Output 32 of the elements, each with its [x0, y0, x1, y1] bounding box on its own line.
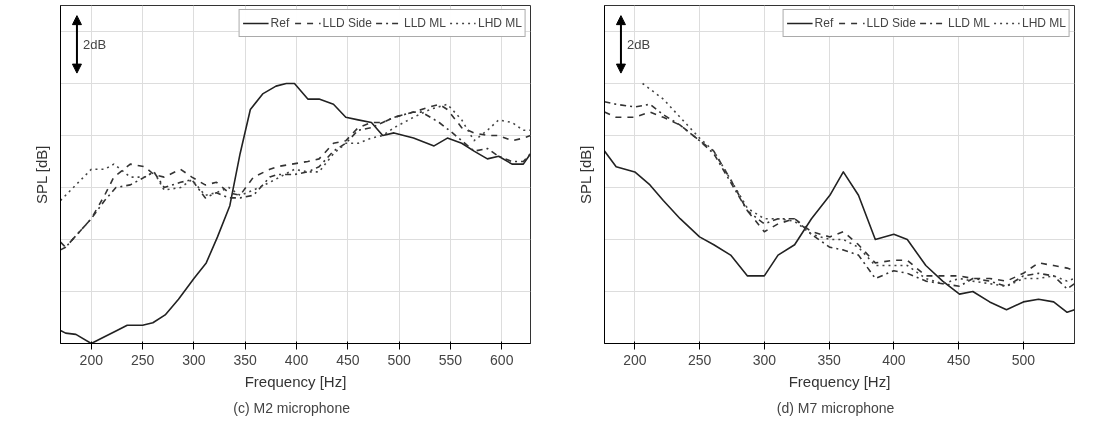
text: (d) M7 microphone: [776, 399, 895, 416]
legend-label: LLD Side: [866, 16, 916, 30]
x-axis-title: Frequency [Hz]: [788, 372, 891, 390]
x-tick-label: 250: [130, 351, 155, 368]
x-axis-title: Frequency [Hz]: [244, 372, 347, 390]
x-tick-label: 250: [687, 351, 712, 368]
x-tick-label: 500: [1011, 351, 1036, 368]
x-tick-label: 550: [438, 351, 463, 368]
x-tick-label: 350: [233, 351, 258, 368]
x-tick-label: 450: [946, 351, 971, 368]
text: 2dB: [626, 36, 651, 52]
legend-label: Ref: [270, 16, 291, 30]
x-tick-label: 200: [79, 351, 104, 368]
legend-label: LLD Side: [322, 16, 372, 30]
x-tick-label: 200: [623, 351, 647, 368]
x-tick-label: 400: [882, 351, 906, 368]
text: 2dB: [82, 36, 107, 52]
x-tick-label: 350: [817, 351, 841, 368]
x-tick-label: 400: [284, 351, 309, 368]
y-axis-title: SPL [dB]: [576, 145, 594, 205]
legend-label: LHD ML: [477, 16, 522, 30]
text: (c) M2 microphone: [233, 399, 351, 416]
x-tick-label: 300: [752, 351, 777, 368]
legend-label: LLD ML: [947, 16, 990, 30]
legend-label: LHD ML: [1021, 16, 1066, 30]
x-tick-label: 450: [336, 351, 360, 368]
legend-label: Ref: [814, 16, 835, 30]
x-tick-label: 500: [387, 351, 412, 368]
legend-label: LLD ML: [403, 16, 446, 30]
y-axis-title: SPL [dB]: [32, 145, 50, 205]
x-tick-label: 600: [490, 351, 514, 368]
x-tick-label: 300: [182, 351, 206, 368]
